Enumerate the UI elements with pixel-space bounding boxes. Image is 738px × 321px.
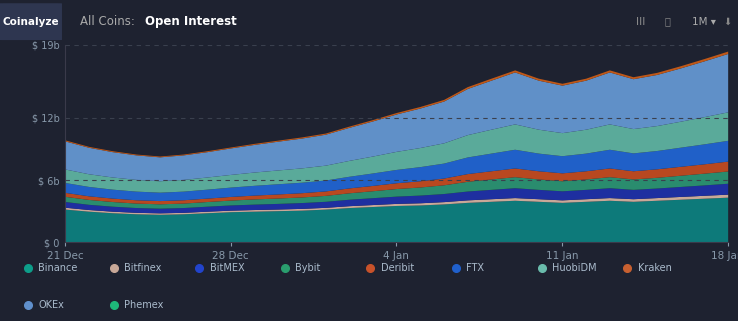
Text: BitMEX: BitMEX <box>210 263 244 273</box>
Text: Deribit: Deribit <box>381 263 414 273</box>
Text: Kraken: Kraken <box>638 263 672 273</box>
Text: lll: lll <box>636 17 646 27</box>
Text: Bitfinex: Bitfinex <box>124 263 162 273</box>
Text: FTX: FTX <box>466 263 484 273</box>
Text: Bybit: Bybit <box>295 263 320 273</box>
Text: All Coins:: All Coins: <box>80 15 134 28</box>
Text: HuobiDM: HuobiDM <box>552 263 596 273</box>
Text: Coinalyze: Coinalyze <box>3 17 59 27</box>
Text: OKEx: OKEx <box>38 300 64 310</box>
Text: Open Interest: Open Interest <box>145 15 236 28</box>
Text: Binance: Binance <box>38 263 77 273</box>
Text: ⛰: ⛰ <box>664 17 670 27</box>
Text: Phemex: Phemex <box>124 300 163 310</box>
Text: ⬇: ⬇ <box>723 17 731 27</box>
FancyBboxPatch shape <box>0 3 62 40</box>
Text: 1M ▾: 1M ▾ <box>692 17 717 27</box>
